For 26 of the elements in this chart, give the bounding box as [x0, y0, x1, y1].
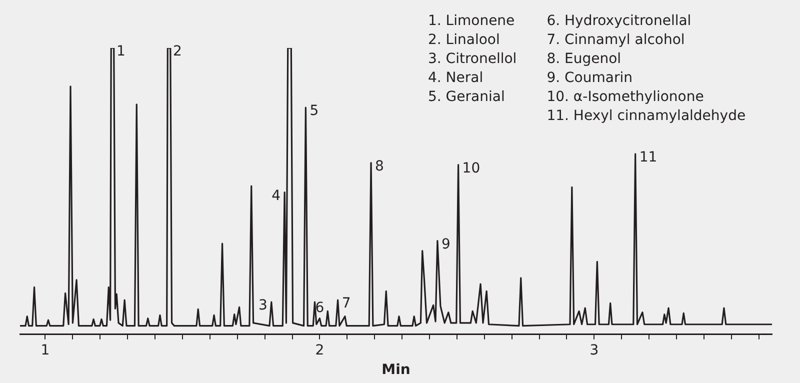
- annotation: 1: [116, 44, 126, 60]
- annotation: 5: [310, 103, 319, 120]
- text: 1. Limonene: [428, 12, 516, 31]
- x-tick-label: 2: [315, 342, 324, 358]
- annotation: 10: [462, 160, 480, 176]
- annotation: 8. Eugenol: [546, 50, 622, 69]
- annotation: 9: [441, 236, 450, 252]
- annotation: 2: [173, 44, 182, 60]
- annotation: 9. Coumarin: [546, 69, 634, 88]
- annotation: 4. Neral: [428, 69, 484, 88]
- x-axis-title: Min: [382, 362, 410, 378]
- annotation: 11. Hexyl cinnamylaldehyde: [546, 107, 746, 126]
- annotation: 11: [639, 150, 658, 166]
- annotation: 4: [272, 188, 281, 204]
- annotation: 3. Citronellol: [428, 50, 517, 69]
- annotation: 7. Cinnamyl alcohol: [546, 31, 686, 50]
- annotation: 10. α-Isomethylionone: [546, 88, 705, 107]
- x-tick-label: 3: [590, 342, 599, 358]
- annotation: 7: [342, 296, 351, 312]
- annotation: 3: [258, 298, 268, 314]
- annotation: 6: [315, 300, 324, 316]
- annotation: 5. Geranial: [428, 88, 506, 107]
- annotation: 8: [375, 158, 384, 174]
- text: 6. Hydroxycitronellal: [546, 12, 692, 31]
- annotation: 2. Linalool: [428, 31, 501, 50]
- x-tick-label: 1: [40, 342, 50, 358]
